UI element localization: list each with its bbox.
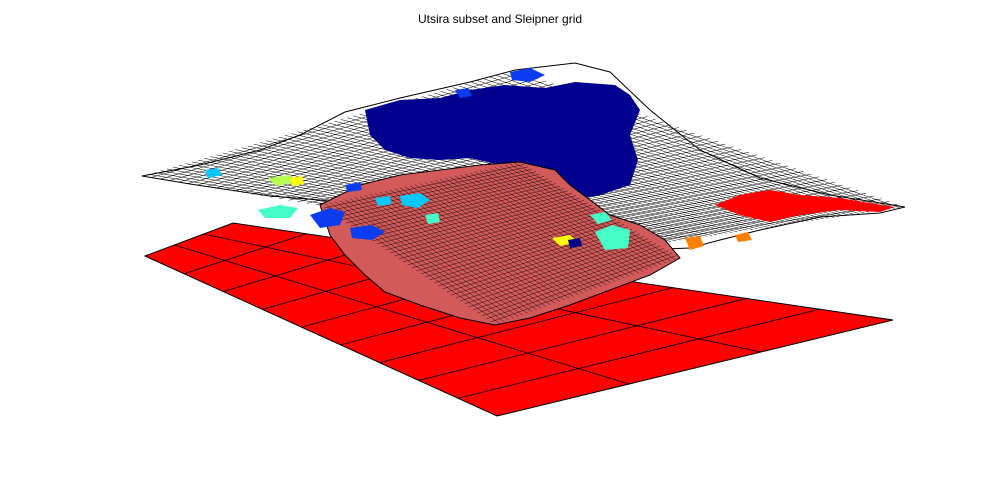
subset-mesh-line: [341, 173, 541, 221]
subset-mesh-line: [381, 195, 577, 248]
subset-mesh-line: [473, 245, 661, 311]
subset-mesh-line: [328, 166, 529, 212]
sleipner-grid-line: [183, 233, 307, 275]
trap-region-orange-2: [735, 232, 752, 242]
trap-region-blue-3: [510, 68, 545, 82]
subset-mesh-line: [368, 188, 565, 239]
subset-mesh-line: [376, 193, 573, 245]
subset-mesh-line: [403, 207, 597, 263]
subset-mesh-line: [459, 238, 649, 302]
subset-mesh-line: [481, 250, 669, 317]
trap-region-cyan-1: [400, 193, 430, 208]
subset-mesh-line: [324, 164, 525, 209]
trap-region-aqua-1: [258, 205, 298, 218]
sleipner-grid-line: [174, 244, 630, 385]
utsira-subset-mesh-lines: [324, 162, 677, 324]
subset-mesh-line: [389, 200, 585, 254]
subset-mesh-line: [438, 226, 629, 287]
subset-mesh-line: [398, 205, 593, 260]
trap-region-blue-5: [345, 182, 362, 192]
subset-mesh-line: [350, 178, 549, 227]
trap-region-green-1: [268, 175, 296, 186]
trap-region-blue-1: [310, 208, 345, 228]
trap-region-red-1: [715, 190, 895, 222]
subset-mesh-line: [359, 183, 557, 233]
trap-region-aqua-3: [590, 212, 612, 224]
trap-region-cyan-3: [205, 168, 222, 178]
trap-region-yellow-2: [290, 176, 304, 186]
subset-mesh-line: [477, 248, 665, 314]
subset-mesh-line: [468, 243, 657, 308]
subset-mesh-line: [420, 217, 613, 275]
subset-mesh-line: [333, 169, 533, 215]
subset-mesh-line: [433, 224, 625, 284]
trap-region-blue-2: [350, 225, 385, 240]
trap-region-cyan-2: [375, 196, 392, 206]
figure-title: Utsira subset and Sleipner grid: [417, 12, 583, 26]
trap-region-aqua-4: [425, 213, 440, 224]
subset-mesh-line: [394, 202, 589, 257]
subset-mesh-line: [411, 212, 605, 269]
sleipner-grid-line: [379, 287, 674, 364]
trap-region-orange-1: [685, 236, 704, 250]
sleipner-grid-line: [457, 308, 820, 399]
subset-mesh-line: [416, 214, 609, 272]
trap-region-aqua-2: [595, 225, 630, 250]
subset-mesh-line: [486, 253, 673, 320]
sleipner-grid-line: [418, 298, 747, 381]
trap-region-navy: [365, 82, 640, 200]
trap-region-navy-2: [568, 238, 582, 248]
subset-mesh-line: [385, 197, 581, 251]
subset-mesh-line: [372, 190, 569, 242]
subset-mesh-line: [407, 209, 601, 266]
subset-mesh-line: [429, 221, 621, 281]
subset-mesh-line: [363, 185, 561, 236]
subset-mesh-line: [354, 181, 553, 230]
trap-regions: [205, 68, 895, 250]
subset-mesh-line: [490, 255, 677, 323]
subset-mesh-line: [346, 176, 545, 224]
subset-mesh-line: [424, 219, 617, 278]
subset-mesh-line: [464, 241, 653, 305]
trap-region-blue-4: [455, 88, 472, 98]
subset-mesh-line: [337, 171, 537, 218]
